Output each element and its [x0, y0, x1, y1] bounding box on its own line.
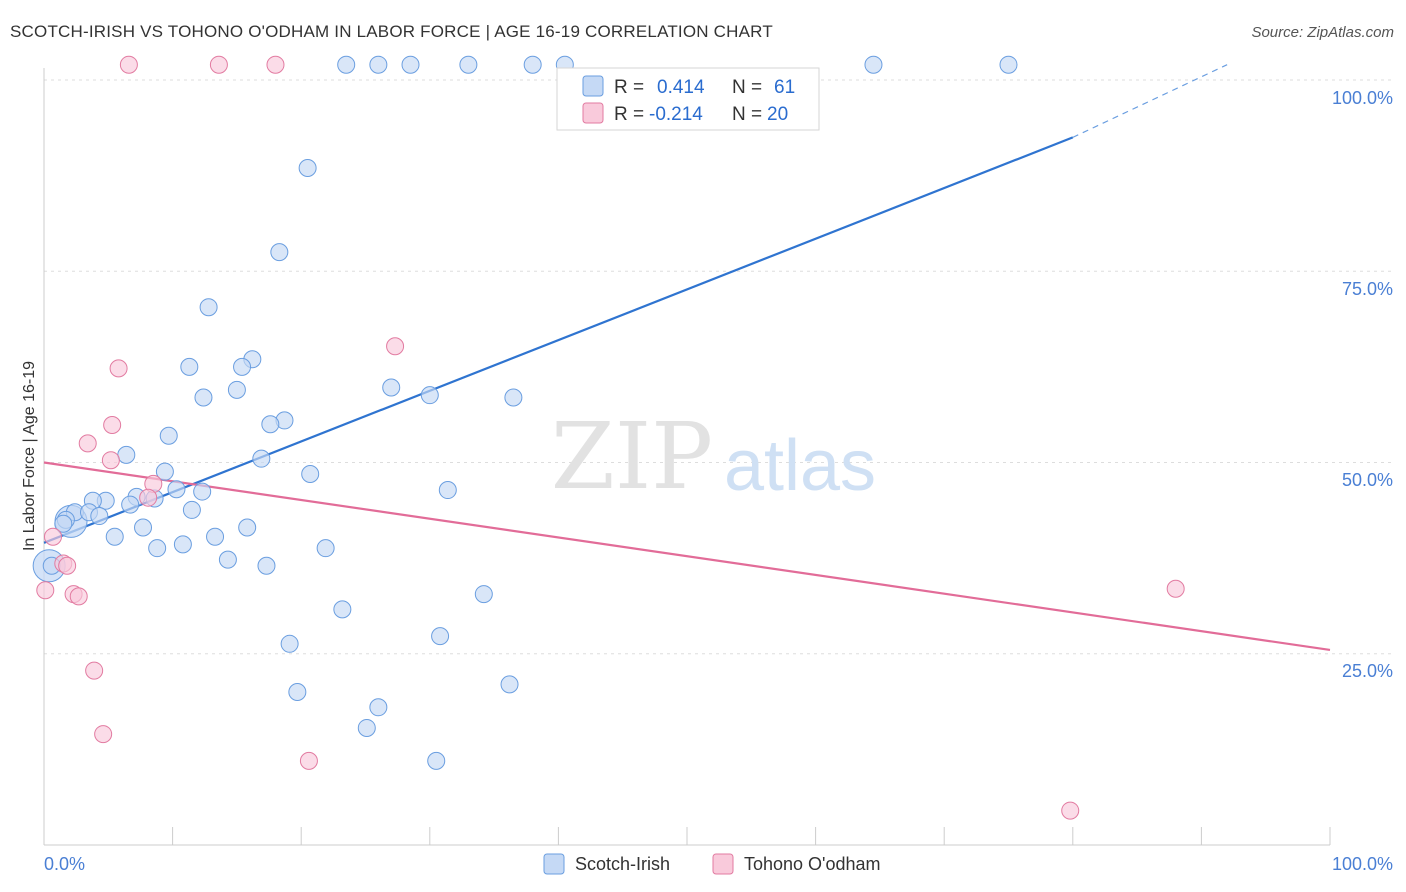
- y-axis-label: In Labor Force | Age 16-19: [21, 361, 38, 551]
- watermark: ZIP atlas: [551, 403, 876, 510]
- point-1-15: [70, 588, 87, 605]
- point-0-35: [91, 508, 108, 525]
- watermark-zip: ZIP: [551, 403, 713, 510]
- bottom-legend-label-tohono-oodham: Tohono O'odham: [744, 854, 881, 874]
- point-1-7: [102, 452, 119, 469]
- point-1-6: [79, 435, 96, 452]
- point-0-52: [432, 628, 449, 645]
- legend-r-label-1: R =: [614, 77, 644, 98]
- point-0-4: [524, 56, 541, 73]
- y-tick-50: 50.0%: [1342, 470, 1393, 490]
- x-tick-max: 100.0%: [1332, 854, 1393, 874]
- point-1-12: [59, 557, 76, 574]
- point-1-13: [37, 582, 54, 599]
- bottom-legend-label-scotch-irish: Scotch-Irish: [575, 854, 670, 874]
- point-0-7: [1000, 56, 1017, 73]
- legend-r-value-1: 0.414: [657, 77, 705, 98]
- point-1-5: [104, 417, 121, 434]
- series-legend: Scotch-Irish Tohono O'odham: [544, 854, 881, 874]
- point-0-42: [207, 528, 224, 545]
- point-0-28: [439, 482, 456, 499]
- point-1-16: [1167, 580, 1184, 597]
- point-1-18: [95, 726, 112, 743]
- point-0-22: [118, 446, 135, 463]
- point-0-24: [302, 465, 319, 482]
- watermark-atlas: atlas: [724, 426, 876, 506]
- point-0-9: [271, 244, 288, 261]
- point-1-9: [140, 489, 157, 506]
- point-0-57: [358, 719, 375, 736]
- point-0-54: [501, 676, 518, 693]
- point-1-10: [45, 528, 62, 545]
- trend-line-extension-0: [1073, 65, 1227, 138]
- legend-n-value-2: 20: [767, 104, 788, 125]
- point-0-48: [258, 557, 275, 574]
- point-0-14: [383, 379, 400, 396]
- x-tick-min: 0.0%: [44, 854, 85, 874]
- point-0-46: [317, 540, 334, 557]
- point-0-8: [299, 159, 316, 176]
- y-tick-100: 100.0%: [1332, 88, 1393, 108]
- point-0-21: [160, 427, 177, 444]
- point-0-13: [234, 358, 251, 375]
- point-1-2: [267, 56, 284, 73]
- y-tick-75: 75.0%: [1342, 279, 1393, 299]
- point-0-37: [122, 496, 139, 513]
- point-0-27: [194, 483, 211, 500]
- point-0-43: [106, 528, 123, 545]
- tick-labels: 0.0% 100.0% 25.0% 50.0% 75.0% 100.0%: [44, 88, 1393, 874]
- bottom-legend-swatch-scotch-irish: [544, 854, 564, 874]
- point-1-17: [86, 662, 103, 679]
- point-0-47: [219, 551, 236, 568]
- point-0-55: [289, 684, 306, 701]
- point-0-50: [475, 586, 492, 603]
- point-0-3: [460, 56, 477, 73]
- trend-lines: [44, 65, 1330, 650]
- point-0-10: [200, 299, 217, 316]
- legend-n-label-2: N =: [732, 104, 762, 125]
- point-0-16: [505, 389, 522, 406]
- legend-r-label-2: R =: [614, 104, 644, 125]
- point-0-17: [195, 389, 212, 406]
- point-0-40: [135, 519, 152, 536]
- y-tick-25: 25.0%: [1342, 661, 1393, 681]
- point-0-0: [338, 56, 355, 73]
- point-0-23: [253, 450, 270, 467]
- legend-n-value-1: 61: [774, 77, 795, 98]
- legend-n-label-1: N =: [732, 77, 762, 98]
- legend-swatch-scotch-irish: [583, 76, 603, 96]
- legend-swatch-tohono-oodham: [583, 103, 603, 123]
- point-1-1: [210, 56, 227, 73]
- point-0-41: [239, 519, 256, 536]
- point-0-44: [174, 536, 191, 553]
- point-1-0: [120, 56, 137, 73]
- point-0-1: [370, 56, 387, 73]
- point-0-18: [228, 381, 245, 398]
- point-0-51: [334, 601, 351, 618]
- point-0-58: [428, 752, 445, 769]
- point-0-26: [168, 481, 185, 498]
- point-0-53: [281, 635, 298, 652]
- point-0-38: [183, 501, 200, 518]
- point-1-4: [110, 360, 127, 377]
- point-1-20: [1062, 802, 1079, 819]
- point-0-2: [402, 56, 419, 73]
- point-0-15: [421, 387, 438, 404]
- point-1-3: [387, 338, 404, 355]
- legend-r-value-2: -0.214: [649, 104, 703, 125]
- point-1-19: [300, 752, 317, 769]
- stats-legend: R = 0.414 N = 61 R = -0.214 N = 20: [557, 68, 819, 130]
- bottom-legend-swatch-tohono-oodham: [713, 854, 733, 874]
- point-0-56: [370, 699, 387, 716]
- point-0-20: [262, 416, 279, 433]
- point-0-45: [149, 540, 166, 557]
- scatter-chart: ZIP atlas 0.0% 100.0% 25.0% 50.0% 75.0% …: [0, 0, 1406, 892]
- point-0-6: [865, 56, 882, 73]
- point-0-12: [181, 358, 198, 375]
